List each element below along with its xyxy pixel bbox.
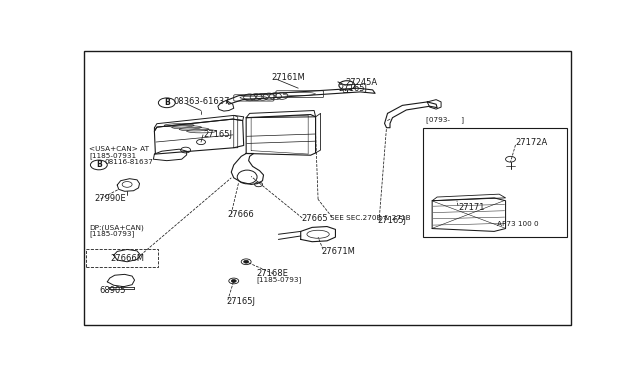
Text: 27172A: 27172A (515, 138, 548, 147)
Text: [1185-07931: [1185-07931 (89, 152, 136, 158)
Text: SEE SEC.270B & 271B: SEE SEC.270B & 271B (330, 215, 411, 221)
Bar (423, 128, 567, 237)
Bar (86, 250, 158, 267)
Text: [0793-     ]: [0793- ] (426, 116, 464, 123)
Text: 27990E: 27990E (95, 194, 127, 203)
Text: 27165J: 27165J (203, 129, 232, 138)
Text: 27165J: 27165J (338, 84, 367, 93)
Text: DP:(USA+CAN): DP:(USA+CAN) (89, 224, 143, 231)
Text: 27168E: 27168E (256, 269, 288, 278)
Text: 27165J: 27165J (378, 216, 406, 225)
Text: AP73 100 0: AP73 100 0 (497, 221, 538, 227)
Text: 68905: 68905 (100, 286, 126, 295)
Text: 27171: 27171 (458, 203, 484, 212)
Text: 27165J: 27165J (227, 296, 255, 305)
Text: B: B (96, 160, 102, 169)
Text: 27665: 27665 (301, 214, 328, 223)
Text: 27671M: 27671M (321, 247, 355, 256)
Text: <USA+CAN> AT: <USA+CAN> AT (89, 146, 149, 152)
Text: 08116-81637: 08116-81637 (105, 159, 154, 165)
Text: 27666: 27666 (228, 210, 255, 219)
Text: 27666M: 27666M (111, 254, 145, 263)
Circle shape (231, 279, 236, 282)
Text: 27161M: 27161M (271, 73, 305, 82)
Text: [1185-0793]: [1185-0793] (89, 230, 134, 237)
Circle shape (244, 260, 248, 263)
Text: 27245A: 27245A (346, 78, 378, 87)
Text: [1185-0793]: [1185-0793] (256, 277, 301, 283)
Text: B: B (164, 98, 170, 107)
Text: 08363-61637: 08363-61637 (173, 97, 230, 106)
